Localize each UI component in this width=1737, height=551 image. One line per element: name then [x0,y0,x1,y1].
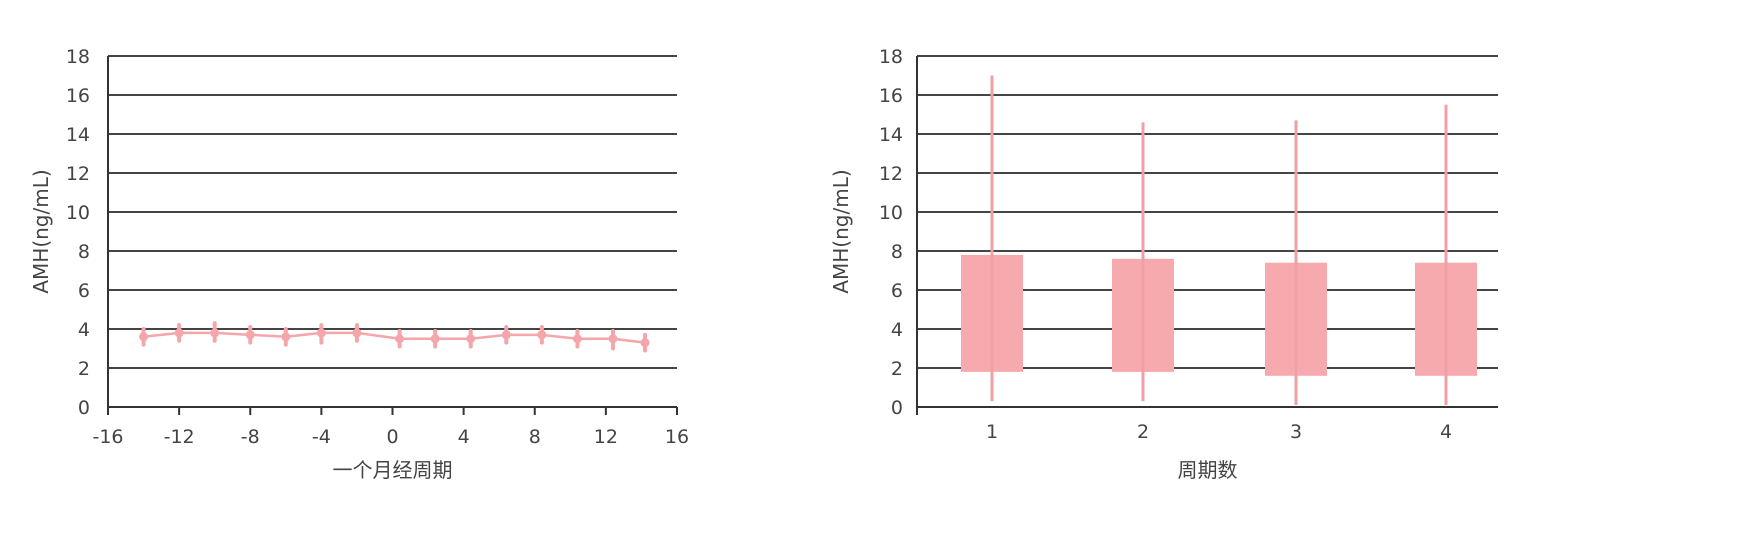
x-tick-label: 12 [594,426,618,448]
y-tick-label: 18 [66,46,90,68]
y-tick-label: 18 [879,46,903,68]
y-tick-labels: 0 2 4 6 8 10 12 14 16 18 [879,46,903,419]
y-tick-label: 0 [891,397,903,419]
y-tick-label: 14 [66,124,90,146]
series [139,321,650,353]
line-chart: 0 2 4 6 8 10 12 14 16 18 -16 -12 -8 -4 0 4 8 12 16 一个月经周期… [29,46,689,482]
axes [916,56,1498,415]
x-tick-label: 16 [665,426,689,448]
y-gridlines [108,55,677,369]
y-tick-label: 2 [891,358,903,380]
y-tick-label: 10 [879,202,903,224]
data-point [430,334,440,344]
x-tick-label: -12 [164,426,195,448]
x-tick-labels: 1 2 3 4 [986,421,1452,443]
data-point [537,330,547,340]
x-tick-label: 2 [1137,421,1149,443]
y-axis-label: AMH(ng/mL) [829,169,853,293]
y-tick-label: 10 [66,202,90,224]
y-tick-label: 8 [891,241,903,263]
y-tick-label: 2 [78,358,90,380]
y-tick-label: 0 [78,397,90,419]
y-axis-label: AMH(ng/mL) [29,169,53,293]
y-tick-label: 6 [78,280,90,302]
x-tick-label: -8 [241,426,260,448]
data-point [210,328,220,338]
y-tick-label: 16 [879,85,903,107]
x-axis-label: 一个月经周期 [333,458,453,482]
x-tick-label: 4 [458,426,470,448]
x-tick-label: 1 [986,421,998,443]
y-tick-label: 8 [78,241,90,263]
y-tick-label: 4 [78,319,90,341]
x-tick-label: 8 [529,426,541,448]
x-tick-label: -4 [312,426,331,448]
data-point [316,328,326,338]
y-tick-label: 4 [891,319,903,341]
data-point [572,334,582,344]
boxes [961,75,1477,406]
data-point [395,334,405,344]
x-tick-label: 0 [386,426,398,448]
data-point [281,332,291,342]
x-axis-label: 周期数 [1178,458,1238,482]
data-point [245,330,255,340]
data-point [466,334,476,344]
axes [107,56,677,408]
data-point [174,328,184,338]
y-tick-label: 14 [879,124,903,146]
data-point [608,334,618,344]
data-point [352,328,362,338]
x-tick-label: -16 [92,426,123,448]
data-point [501,330,511,340]
y-tick-label: 12 [879,163,903,185]
y-tick-labels: 0 2 4 6 8 10 12 14 16 18 [66,46,90,419]
data-point [640,338,650,348]
data-point [139,332,149,342]
y-gridlines [917,55,1498,369]
y-tick-label: 12 [66,163,90,185]
x-tick-label: 4 [1440,421,1452,443]
y-tick-label: 6 [891,280,903,302]
x-tick-labels: -16 -12 -8 -4 0 4 8 12 16 [92,407,689,448]
y-tick-label: 16 [66,85,90,107]
x-tick-label: 3 [1290,421,1302,443]
